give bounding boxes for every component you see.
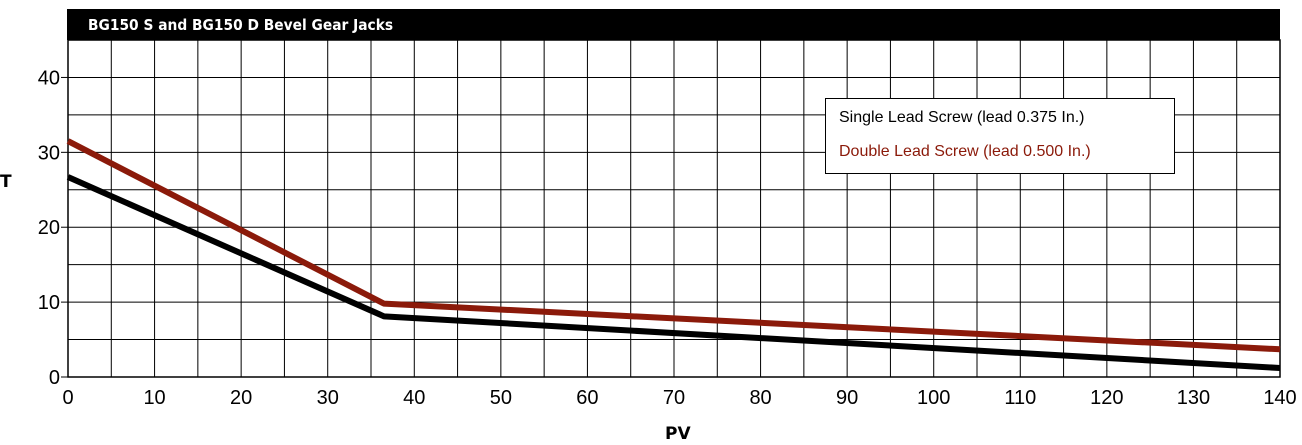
legend-entry-double-lead: Double Lead Screw (lead 0.500 In.) xyxy=(839,143,1091,160)
x-tick-label: 120 xyxy=(1090,387,1123,409)
y-axis-label: T xyxy=(0,172,12,192)
y-tick-label: 20 xyxy=(38,217,60,239)
x-tick-label: 100 xyxy=(917,387,950,409)
series-line-single-lead xyxy=(66,174,1281,372)
x-tick-label: 60 xyxy=(576,387,598,409)
x-tick-label: 30 xyxy=(317,387,339,409)
x-tick-label: 90 xyxy=(836,387,858,409)
x-tick-label: 110 xyxy=(1004,387,1036,409)
x-tick-label: 140 xyxy=(1263,387,1296,409)
y-tick-label: 10 xyxy=(38,292,60,314)
series-line-double-lead xyxy=(66,138,1281,353)
title-bar xyxy=(67,9,1280,40)
x-tick-label: 50 xyxy=(490,387,512,409)
x-tick-label: 0 xyxy=(62,387,73,409)
x-axis-label: PV xyxy=(665,424,691,444)
tick-labels: 0 10 20 30 40 0 10 20 30 40 50 60 70 80 90 100 110 120 130… xyxy=(38,67,1297,409)
x-tick-label: 130 xyxy=(1177,387,1210,409)
y-tick-label: 0 xyxy=(49,367,60,389)
x-tick-label: 80 xyxy=(749,387,771,409)
chart-title: BG150 S and BG150 D Bevel Gear Jacks xyxy=(88,16,394,34)
legend: Single Lead Screw (lead 0.375 In.) Doubl… xyxy=(825,98,1175,174)
x-tick-label: 20 xyxy=(230,387,252,409)
x-tick-label: 40 xyxy=(403,387,425,409)
plot-frame xyxy=(67,39,1281,378)
series-lines xyxy=(66,138,1281,372)
x-tick-label: 70 xyxy=(663,387,685,409)
grid xyxy=(67,39,1281,378)
y-tick-label: 30 xyxy=(38,142,60,164)
y-tick-label: 40 xyxy=(38,67,60,89)
x-tick-label: 10 xyxy=(143,387,165,409)
legend-entry-single-lead: Single Lead Screw (lead 0.375 In.) xyxy=(839,109,1085,126)
